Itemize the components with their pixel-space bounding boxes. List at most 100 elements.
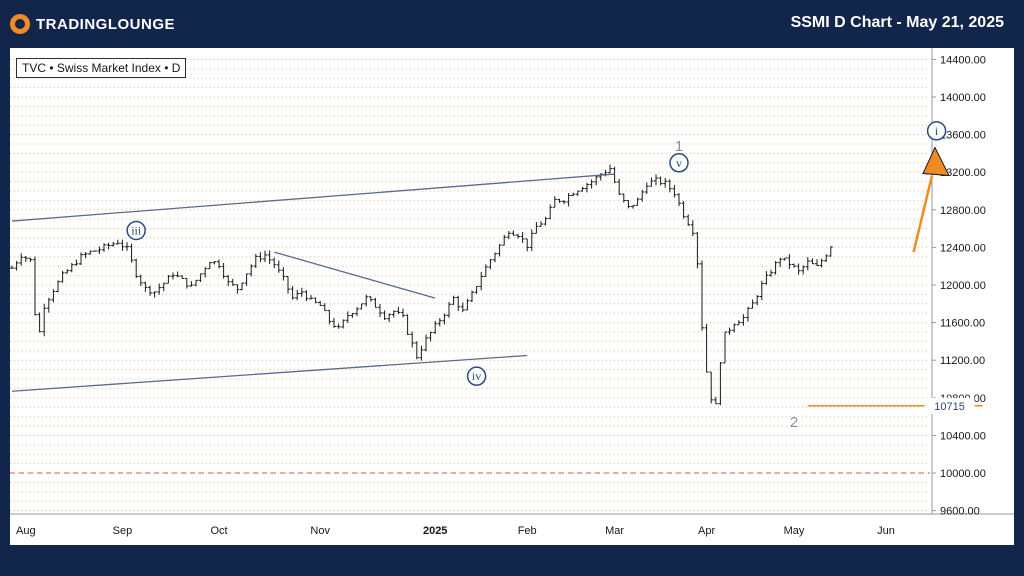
price-tick-label: 11200.00 (940, 355, 985, 367)
ohlc-bar (589, 179, 594, 189)
ohlc-bar (318, 300, 323, 307)
ohlc-bar (736, 320, 741, 326)
ohlc-bar (341, 319, 346, 329)
ohlc-bar (787, 254, 792, 270)
ohlc-bar (424, 334, 428, 352)
ohlc-bar (810, 258, 815, 265)
ohlc-bar (621, 193, 626, 203)
chart-title: SSMI D Chart - May 21, 2025 (790, 14, 1004, 31)
ohlc-bar (198, 273, 203, 283)
time-tick-label: Sep (113, 525, 133, 537)
ohlc-bar (778, 257, 783, 267)
ohlc-bar (640, 189, 645, 202)
ohlc-bar (631, 204, 635, 209)
wave-label-circle (126, 220, 146, 241)
ohlc-bar (497, 244, 502, 257)
trendline[interactable] (11, 354, 528, 392)
ohlc-bar (189, 281, 194, 287)
ohlc-bar (152, 291, 157, 298)
ohlc-bar (594, 175, 599, 186)
ohlc-bar (240, 282, 244, 291)
ohlc-bar (571, 192, 576, 197)
ohlc-bar (815, 259, 819, 267)
ohlc-bar (33, 256, 37, 316)
ohlc-bar (437, 318, 442, 327)
ohlc-bar (539, 221, 543, 227)
ohlc-bar (824, 254, 829, 262)
ohlc-bar (575, 190, 580, 196)
ohlc-bar (217, 259, 221, 269)
ohlc-bar (672, 184, 677, 198)
trendline[interactable] (11, 173, 615, 222)
ohlc-bar (460, 302, 465, 313)
ohlc-bar (364, 294, 369, 307)
header-bar: TRADINGLOUNGE SSMI D Chart - May 21, 202… (0, 0, 1024, 48)
ohlc-bar (74, 259, 79, 266)
ohlc-bar (129, 243, 134, 263)
ohlc-bar (644, 182, 649, 194)
ohlc-bar (359, 303, 364, 310)
ohlc-bar (759, 280, 764, 301)
ohlc-bar (203, 267, 208, 278)
price-tick-label: 11600.00 (940, 318, 985, 330)
ohlc-bar (19, 253, 24, 266)
wave-label: iii (131, 223, 142, 237)
ohlc-bar (299, 287, 304, 297)
ohlc-bar (138, 274, 143, 287)
ohlc-bar (796, 263, 801, 275)
ohlc-bar (828, 246, 833, 257)
ohlc-bar (221, 262, 226, 279)
ohlc-bar (226, 274, 231, 287)
ohlc-bar (60, 270, 65, 283)
ohlc-bar (263, 250, 267, 263)
ohlc-bar (345, 311, 350, 323)
price-tick-label: 9600.00 (940, 506, 980, 518)
ohlc-bar (506, 231, 511, 240)
trendline[interactable] (274, 251, 436, 299)
price-tick-label: 10400.00 (940, 430, 986, 442)
ohlc-bar (769, 269, 773, 277)
chart-area[interactable]: 14400.00 14000.00 13600.00 13200.00 12800.00… (10, 48, 1014, 545)
time-tick-label: Nov (310, 525, 330, 537)
ohlc-bar (401, 308, 405, 318)
ohlc-bar (212, 261, 217, 265)
ohlc-bar (120, 239, 125, 251)
ohlc-bar (249, 264, 254, 277)
price-chart[interactable]: 14400.00 14000.00 13600.00 13200.00 12800.00… (10, 48, 1014, 545)
ohlc-bar (368, 296, 373, 302)
ohlc-bar (111, 241, 116, 247)
ohlc-bar (723, 331, 727, 364)
ohlc-bar (115, 239, 120, 245)
ohlc-bar (635, 197, 640, 206)
ohlc-bar (612, 166, 617, 184)
ohlc-bar (396, 306, 401, 315)
ohlc-bar (207, 261, 212, 270)
price-tick-label: 12400.00 (940, 242, 986, 254)
ohlc-bar (309, 295, 313, 300)
ohlc-bar (511, 230, 516, 236)
ohlc-bar (451, 295, 456, 305)
ohlc-bar (741, 314, 746, 326)
time-tick-label: Oct (210, 525, 227, 537)
ohlc-bar (529, 229, 534, 251)
ohlc-bar (355, 307, 359, 317)
ohlc-bar (350, 312, 355, 318)
ohlc-bar (14, 260, 19, 271)
ohlc-bar (69, 263, 74, 273)
ohlc-bar (548, 204, 553, 220)
ohlc-bar (322, 303, 327, 312)
price-tick-label: 14000.00 (940, 92, 986, 104)
brand-name: TRADINGLOUNGE (36, 15, 175, 33)
ohlc-bar (543, 216, 548, 226)
price-tick-label: 12800.00 (940, 205, 986, 217)
ohlc-bar (502, 234, 507, 246)
projection-arrow-shaft (912, 175, 934, 253)
ohlc-bar (166, 274, 171, 284)
ohlc-bar (56, 280, 60, 293)
ohlc-bar (470, 290, 474, 302)
ohlc-bar (313, 297, 318, 304)
time-tick-label: 2025 (423, 525, 447, 537)
ohlc-bar (428, 331, 433, 342)
ohlc-bar (102, 243, 106, 252)
ohlc-bar (626, 200, 631, 209)
